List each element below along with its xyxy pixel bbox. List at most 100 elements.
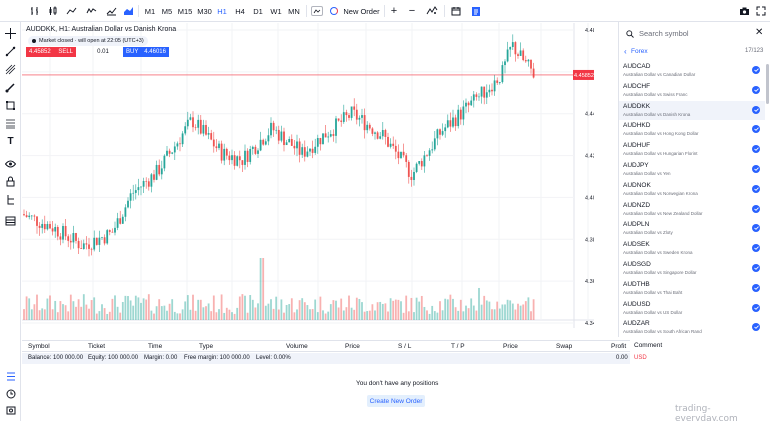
col-swap[interactable]: Swap xyxy=(556,343,573,350)
check-icon[interactable] xyxy=(752,165,760,173)
price-tick-label: 4.44000 xyxy=(585,112,594,118)
candle-body xyxy=(160,168,163,175)
timeframe-m15[interactable]: M15 xyxy=(177,6,193,16)
baseline-chart-icon[interactable] xyxy=(84,3,98,19)
watchlist-item[interactable]: AUDNOK Australian Dollar vs Norwegian Kro… xyxy=(619,180,765,200)
timeframe-h4[interactable]: H4 xyxy=(235,6,245,16)
camera-icon[interactable] xyxy=(737,3,751,19)
line-chart-icon[interactable] xyxy=(64,3,78,19)
candle-body xyxy=(296,141,298,149)
crosshair-icon[interactable] xyxy=(4,27,17,40)
account-icon[interactable] xyxy=(4,404,17,417)
buy-button[interactable]: BUY 4.46016 xyxy=(123,47,169,57)
watchlist-item[interactable]: AUDJPY Australian Dollar vs Yen xyxy=(619,160,765,180)
col-current-price[interactable]: Price xyxy=(503,343,518,350)
price-chart[interactable]: 4.480004.460004.440004.420004.400004.380… xyxy=(22,23,594,328)
hollow-candles-icon[interactable] xyxy=(104,3,118,19)
timeframe-h1[interactable]: H1 xyxy=(217,6,227,16)
candle-body xyxy=(470,100,473,106)
candles-icon[interactable] xyxy=(46,3,60,19)
watchlist-item[interactable]: AUDHUF Australian Dollar vs Hungarian Flo… xyxy=(619,140,765,160)
check-icon[interactable] xyxy=(752,224,760,233)
volume-bar xyxy=(124,295,127,320)
volume-bar xyxy=(366,311,369,320)
timeframe-w1[interactable]: W1 xyxy=(270,6,282,16)
timeframe-m5[interactable]: M5 xyxy=(161,6,173,16)
watchlist-item[interactable]: AUDUSD Australian Dollar vs US Dollar xyxy=(619,299,765,319)
col-type[interactable]: Type xyxy=(199,343,214,350)
check-icon[interactable] xyxy=(752,204,760,213)
watchlist-scrollbar[interactable] xyxy=(766,64,769,104)
calendar-icon[interactable] xyxy=(449,3,463,19)
history-icon[interactable] xyxy=(4,387,17,400)
lot-input[interactable]: 0.01 xyxy=(97,49,109,55)
check-icon[interactable] xyxy=(752,125,760,134)
check-icon[interactable] xyxy=(752,244,760,253)
close-icon[interactable]: ✕ xyxy=(755,27,764,38)
watchlist-item[interactable]: AUDTHB Australian Dollar vs Thai Baht xyxy=(619,279,765,299)
tree-icon[interactable] xyxy=(4,193,17,206)
trash-icon[interactable] xyxy=(4,214,17,227)
lock-icon[interactable] xyxy=(4,175,17,188)
watchlist-item[interactable]: AUDHKD Australian Dollar vs Hong Kong Dol… xyxy=(619,120,765,140)
col-price[interactable]: Price xyxy=(345,343,360,350)
col-comment[interactable]: Comment xyxy=(634,342,663,349)
watchlist-item[interactable]: AUDZAR Australian Dollar vs South African… xyxy=(619,318,765,337)
check-icon[interactable] xyxy=(752,66,760,74)
chevron-left-icon[interactable]: ‹ xyxy=(624,47,627,56)
plus-icon[interactable]: + xyxy=(390,5,398,17)
watchlist-item[interactable]: AUDCHF Australian Dollar vs Swiss Franc xyxy=(619,81,765,101)
create-new-order-button[interactable]: Create New Order xyxy=(367,395,425,407)
col-ticket[interactable]: Ticket xyxy=(88,343,106,350)
check-icon[interactable] xyxy=(752,145,760,154)
trend-line-icon[interactable] xyxy=(4,45,17,58)
timeframe-m30[interactable]: M30 xyxy=(197,6,212,16)
col-tp[interactable]: T / P xyxy=(451,343,465,350)
candle-body xyxy=(150,174,153,187)
rectangle-icon[interactable] xyxy=(4,99,17,112)
currency-label: USD xyxy=(634,355,647,361)
watchlist-item[interactable]: AUDNZD Australian Dollar vs New Zealand D… xyxy=(619,200,765,220)
check-icon[interactable] xyxy=(752,264,760,272)
candle-body xyxy=(106,230,109,244)
sell-button[interactable]: 4.45852 SELL xyxy=(26,47,76,57)
symbol-search[interactable]: Search symbol ✕ xyxy=(619,22,770,46)
check-icon[interactable] xyxy=(752,184,760,193)
fullscreen-icon[interactable] xyxy=(754,3,768,19)
watchlist-item[interactable]: AUDSEK Australian Dollar vs Sweden Krona xyxy=(619,239,765,259)
col-profit[interactable]: Profit xyxy=(611,343,627,350)
check-icon[interactable] xyxy=(752,85,760,94)
col-volume[interactable]: Volume xyxy=(286,343,308,350)
timeframe-d1[interactable]: D1 xyxy=(253,6,263,16)
text-icon[interactable]: T xyxy=(7,136,14,147)
object-tree-icon[interactable] xyxy=(469,3,483,19)
chart-type-icon[interactable] xyxy=(311,6,323,16)
check-icon[interactable] xyxy=(752,283,760,292)
watchlist-item[interactable]: AUDCAD Australian Dollar vs Canadian Doll… xyxy=(619,61,765,81)
search-input[interactable]: Search symbol xyxy=(639,29,689,38)
eye-icon[interactable] xyxy=(4,157,17,170)
channel-icon[interactable] xyxy=(4,63,17,76)
watchlist-group-header[interactable]: ‹ Forex 17/123 xyxy=(619,46,770,61)
new-order-button[interactable]: New Order xyxy=(330,3,380,19)
watchlist-item[interactable]: AUDPLN Australian Dollar vs Zloty xyxy=(619,219,765,239)
check-icon[interactable] xyxy=(752,323,760,332)
bar-chart-icon[interactable] xyxy=(28,3,42,19)
indicators-icon[interactable] xyxy=(425,3,439,19)
timeframe-mn[interactable]: MN xyxy=(288,6,300,16)
fib-icon[interactable] xyxy=(4,117,17,130)
list-icon[interactable] xyxy=(4,370,17,383)
area-chart-icon[interactable] xyxy=(121,3,135,19)
watchlist-item[interactable]: AUDDKK Australian Dollar vs Danish Krona xyxy=(619,100,765,121)
col-symbol[interactable]: Symbol xyxy=(28,343,50,350)
watchlist-description: Australian Dollar vs Hong Kong Dollar xyxy=(623,131,699,137)
minus-icon[interactable]: − xyxy=(408,5,416,17)
col-sl[interactable]: S / L xyxy=(398,343,412,350)
timeframe-m1[interactable]: M1 xyxy=(144,6,156,16)
check-icon[interactable] xyxy=(752,105,760,114)
col-time[interactable]: Time xyxy=(148,343,163,350)
candle-body xyxy=(77,240,80,249)
watchlist-item[interactable]: AUDSGD Australian Dollar vs Singapore Dol… xyxy=(619,259,765,279)
check-icon[interactable] xyxy=(752,303,760,312)
brush-icon[interactable] xyxy=(4,81,17,94)
